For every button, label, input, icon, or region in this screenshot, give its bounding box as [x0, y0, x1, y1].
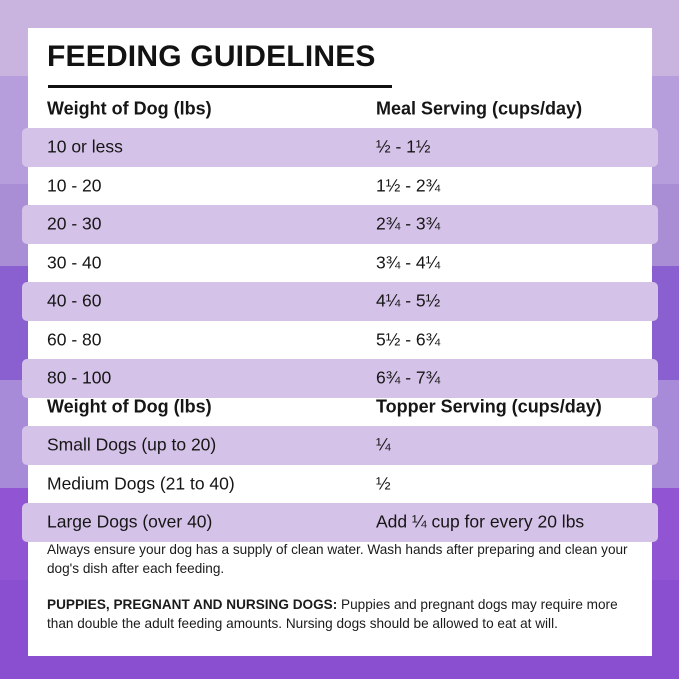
note-puppies: PUPPIES, PREGNANT AND NURSING DOGS: Pupp…: [47, 595, 637, 634]
title-underline: [48, 85, 392, 88]
cell-weight: 60 - 80: [47, 329, 102, 350]
column-header-topper-serving: Topper Serving (cups/day): [376, 396, 602, 417]
note-puppies-text: Puppies and pregnant dogs may require mo…: [47, 596, 618, 631]
cell-weight: 40 - 60: [47, 290, 102, 311]
cell-serving: ½: [376, 473, 391, 494]
table-row: 10 - 20 1½ - 2¾: [22, 167, 658, 206]
table-row: 60 - 80 5½ - 6¾: [22, 321, 658, 360]
cell-serving: 4¼ - 5½: [376, 290, 441, 311]
table-row: Large Dogs (over 40) Add ¼ cup for every…: [22, 503, 658, 542]
cell-weight: 80 - 100: [47, 367, 112, 388]
cell-weight: 30 - 40: [47, 252, 102, 273]
footnotes: Always ensure your dog has a supply of c…: [47, 540, 637, 633]
cell-weight: Large Dogs (over 40): [47, 511, 213, 532]
cell-weight: 20 - 30: [47, 213, 102, 234]
table-row: 80 - 100 6¾ - 7¾: [22, 359, 658, 398]
cell-serving: 3¾ - 4¼: [376, 252, 441, 273]
cell-serving: 6¾ - 7¾: [376, 367, 441, 388]
cell-weight: Medium Dogs (21 to 40): [47, 473, 235, 494]
cell-serving: 5½ - 6¾: [376, 329, 441, 350]
table-row: 10 or less ½ - 1½: [22, 128, 658, 167]
cell-weight: 10 - 20: [47, 175, 102, 196]
table-row: Small Dogs (up to 20) ¼: [22, 426, 658, 465]
cell-weight: 10 or less: [47, 136, 123, 157]
cell-serving: Add ¼ cup for every 20 lbs: [376, 511, 585, 532]
table-row: 20 - 30 2¾ - 3¾: [22, 205, 658, 244]
page-title: FEEDING GUIDELINES: [47, 40, 376, 73]
cell-serving: ½ - 1½: [376, 136, 431, 157]
note-water: Always ensure your dog has a supply of c…: [47, 542, 628, 577]
table-row: Medium Dogs (21 to 40) ½: [22, 465, 658, 504]
cell-serving: 2¾ - 3¾: [376, 213, 441, 234]
table-row: 40 - 60 4¼ - 5½: [22, 282, 658, 321]
meal-serving-table: Weight of Dog (lbs) Meal Serving (cups/d…: [22, 90, 658, 398]
guidelines-card: FEEDING GUIDELINES Weight of Dog (lbs) M…: [22, 28, 658, 656]
cell-weight: Small Dogs (up to 20): [47, 434, 217, 455]
table-header-row: Weight of Dog (lbs) Meal Serving (cups/d…: [22, 90, 658, 128]
topper-serving-table: Weight of Dog (lbs) Topper Serving (cups…: [22, 388, 658, 542]
column-header-meal-serving: Meal Serving (cups/day): [376, 98, 583, 119]
note-puppies-label: PUPPIES, PREGNANT AND NURSING DOGS:: [47, 596, 338, 612]
table-header-row: Weight of Dog (lbs) Topper Serving (cups…: [22, 388, 658, 426]
table-row: 30 - 40 3¾ - 4¼: [22, 244, 658, 283]
cell-serving: ¼: [376, 434, 391, 455]
column-header-weight: Weight of Dog (lbs): [47, 396, 212, 417]
cell-serving: 1½ - 2¾: [376, 175, 441, 196]
column-header-weight: Weight of Dog (lbs): [47, 98, 212, 119]
